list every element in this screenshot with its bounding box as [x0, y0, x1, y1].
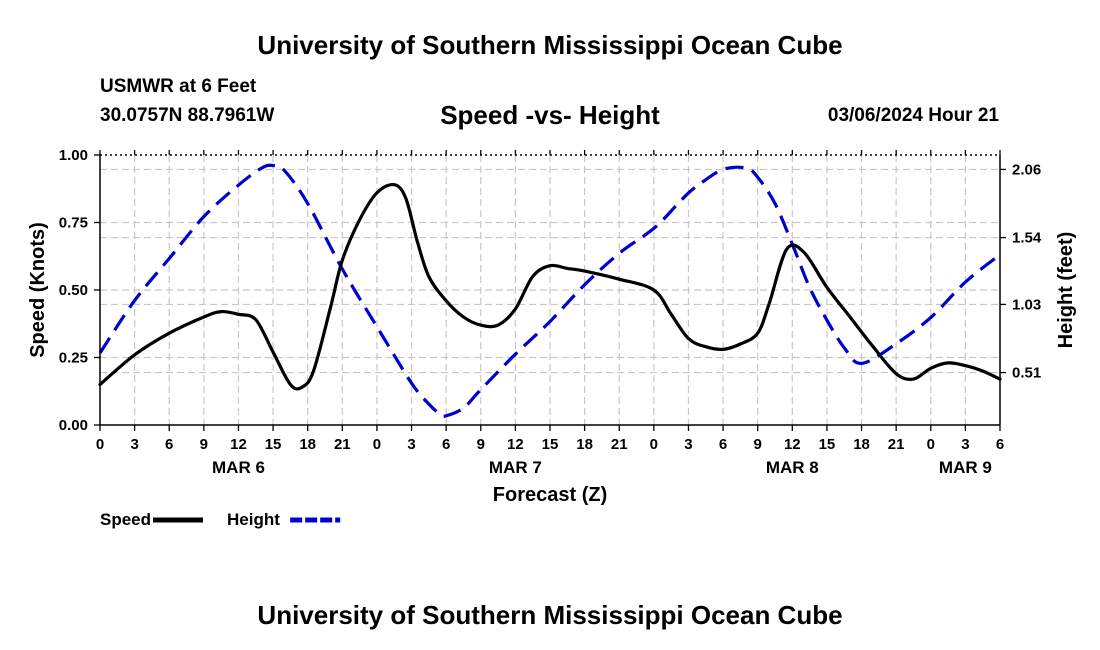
forecast-datetime: 03/06/2024 Hour 21 — [827, 105, 999, 126]
x-tick-label: 9 — [200, 436, 208, 453]
x-tick-label: 21 — [611, 436, 628, 453]
y2-tick-label: 1.54 — [1012, 230, 1042, 247]
x-tick-label: 18 — [299, 436, 316, 453]
x-tick-label: 6 — [996, 436, 1004, 453]
y2-tick-label: 1.03 — [1012, 296, 1041, 313]
y-axis-title: Speed (Knots) — [27, 222, 49, 358]
x-tick-label: 3 — [961, 436, 969, 453]
legend-layer: Speed Height — [100, 510, 341, 529]
date-label: MAR 8 — [766, 458, 819, 477]
y-tick-label: 0.00 — [59, 417, 88, 434]
x-tick-label: 6 — [719, 436, 727, 453]
x-tick-label: 18 — [576, 436, 593, 453]
x-tick-label: 9 — [477, 436, 485, 453]
x-tick-label: 12 — [507, 436, 524, 453]
x-tick-label: 3 — [130, 436, 138, 453]
x-tick-label: 15 — [819, 436, 836, 453]
chart-subtitle: Speed -vs- Height — [440, 100, 660, 130]
x-tick-label: 21 — [888, 436, 905, 453]
x-tick-label: 0 — [96, 436, 104, 453]
x-axis-title: Forecast (Z) — [493, 484, 607, 506]
x-tick-label: 15 — [265, 436, 282, 453]
series-layer — [98, 163, 1002, 418]
chart-title: University of Southern Mississippi Ocean… — [257, 30, 843, 60]
grid-layer — [100, 155, 1000, 425]
station-label: USMWR at 6 Feet — [100, 76, 257, 97]
y2-tick-label: 0.51 — [1012, 365, 1041, 382]
axis-layer: 0 3 6 9 12 15 18 21 0 3 6 9 12 15 18 21 0 3 6 9 12 15 18 21 0 3 6M… — [27, 147, 1077, 506]
x-tick-label: 18 — [853, 436, 870, 453]
station-coordinates: 30.0757N 88.7961W — [100, 105, 275, 126]
x-tick-label: 9 — [754, 436, 762, 453]
x-tick-label: 3 — [684, 436, 692, 453]
legend-label-speed: Speed — [100, 510, 151, 529]
speed-height-chart: 0 3 6 9 12 15 18 21 0 3 6 9 12 15 18 21 0 3 6 9 12 15 18 21 0 3 6M… — [27, 147, 1077, 529]
series-height-line — [98, 163, 1001, 418]
y-tick-label: 0.25 — [59, 350, 88, 367]
x-tick-label: 3 — [407, 436, 415, 453]
y-tick-label: 1.00 — [59, 147, 88, 164]
y-tick-label: 0.75 — [59, 215, 88, 232]
x-tick-label: 21 — [334, 436, 351, 453]
footer-title: University of Southern Mississippi Ocean… — [257, 600, 843, 630]
x-tick-label: 6 — [165, 436, 173, 453]
x-tick-label: 0 — [650, 436, 658, 453]
date-label: MAR 6 — [212, 458, 265, 477]
date-label: MAR 7 — [489, 458, 542, 477]
x-tick-label: 15 — [542, 436, 559, 453]
date-label: MAR 9 — [939, 458, 992, 477]
legend-label-height: Height — [227, 510, 280, 529]
x-tick-label: 0 — [373, 436, 381, 453]
x-tick-label: 12 — [784, 436, 801, 453]
y2-tick-label: 2.06 — [1012, 161, 1041, 178]
y2-axis-title: Height (feet) — [1055, 232, 1077, 349]
x-tick-label: 0 — [927, 436, 935, 453]
x-tick-label: 6 — [442, 436, 450, 453]
y-tick-label: 0.50 — [59, 282, 88, 299]
series-speed-line — [98, 182, 1002, 391]
x-tick-label: 12 — [230, 436, 247, 453]
